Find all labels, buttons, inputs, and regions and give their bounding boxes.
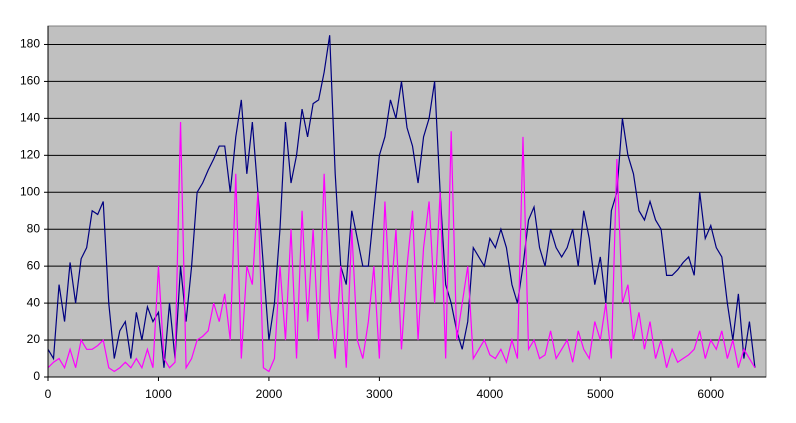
x-tick-label: 3000 <box>366 387 393 401</box>
x-tick-label: 1000 <box>145 387 172 401</box>
y-tick-label: 120 <box>20 147 40 161</box>
y-tick-label: 40 <box>27 295 41 309</box>
y-tick-label: 60 <box>27 258 41 272</box>
y-tick-label: 180 <box>20 37 40 51</box>
series-line <box>47 35 756 368</box>
x-tick-label: 0 <box>45 387 52 401</box>
y-tick-label: 160 <box>20 74 40 88</box>
x-tick-label: 5000 <box>587 387 614 401</box>
x-tick-label: 6000 <box>697 387 724 401</box>
y-tick-label: 20 <box>27 332 41 346</box>
y-tick-label: 140 <box>20 111 40 125</box>
y-tick-label: 100 <box>20 184 40 198</box>
x-tick-label: 2000 <box>256 387 283 401</box>
series-line <box>47 122 756 373</box>
x-tick-label: 4000 <box>476 387 503 401</box>
y-tick-label: 80 <box>27 221 41 235</box>
y-tick-label: 0 <box>33 369 40 383</box>
